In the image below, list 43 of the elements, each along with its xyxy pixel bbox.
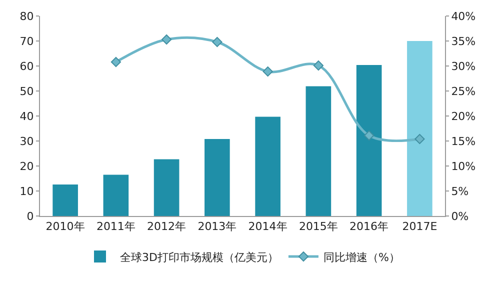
y2-tick-label: 30% xyxy=(451,60,476,73)
bar xyxy=(154,159,180,216)
bar xyxy=(356,65,382,216)
point xyxy=(162,34,172,45)
y-tick-label: 60 xyxy=(20,60,34,73)
y-tick-label: 50 xyxy=(20,84,34,98)
y-tick-label: 30 xyxy=(20,134,34,148)
y2-tick-label: 40% xyxy=(451,10,476,23)
point xyxy=(414,134,425,144)
y-tick-label: 80 xyxy=(20,10,34,23)
y-tick-label: 10 xyxy=(20,184,34,198)
y2-tick-label: 0% xyxy=(451,210,469,223)
legend-label: 同比增速（%） xyxy=(323,250,400,264)
x-tick-label: 2010年 xyxy=(46,220,85,234)
bar xyxy=(204,139,230,216)
y-tick-label: 40 xyxy=(20,110,34,123)
y-tick-label: 70 xyxy=(20,34,34,48)
y2-tick-label: 20% xyxy=(451,110,476,123)
x-tick-label: 2014年 xyxy=(248,220,288,234)
y2-tick-label: 5% xyxy=(451,184,469,198)
bar xyxy=(52,184,78,216)
y2-tick-label: 35% xyxy=(451,34,476,48)
point xyxy=(313,60,324,71)
x-tick-label: 2015年 xyxy=(298,220,338,234)
point xyxy=(110,56,121,68)
x-tick-label: 2012年 xyxy=(147,220,186,234)
bar xyxy=(306,86,332,216)
point xyxy=(364,130,374,141)
bar xyxy=(103,174,129,216)
x-tick-label: 2011年 xyxy=(96,220,136,234)
bar xyxy=(407,41,432,216)
point xyxy=(212,36,222,48)
x-tick-label: 2016年 xyxy=(350,220,389,234)
y-tick-label: 20 xyxy=(20,160,34,173)
x-tick-label: 2013年 xyxy=(198,220,237,234)
y2-tick-label: 10% xyxy=(451,160,476,173)
point xyxy=(262,66,273,77)
y-tick-label: 0 xyxy=(26,210,34,223)
y2-tick-label: 15% xyxy=(451,134,476,148)
bar xyxy=(255,116,280,216)
x-tick-label: 2017E xyxy=(402,220,438,234)
y2-tick-label: 25% xyxy=(451,84,476,98)
legend-label: 全球3D打印市场规模（亿美元） xyxy=(120,250,278,264)
